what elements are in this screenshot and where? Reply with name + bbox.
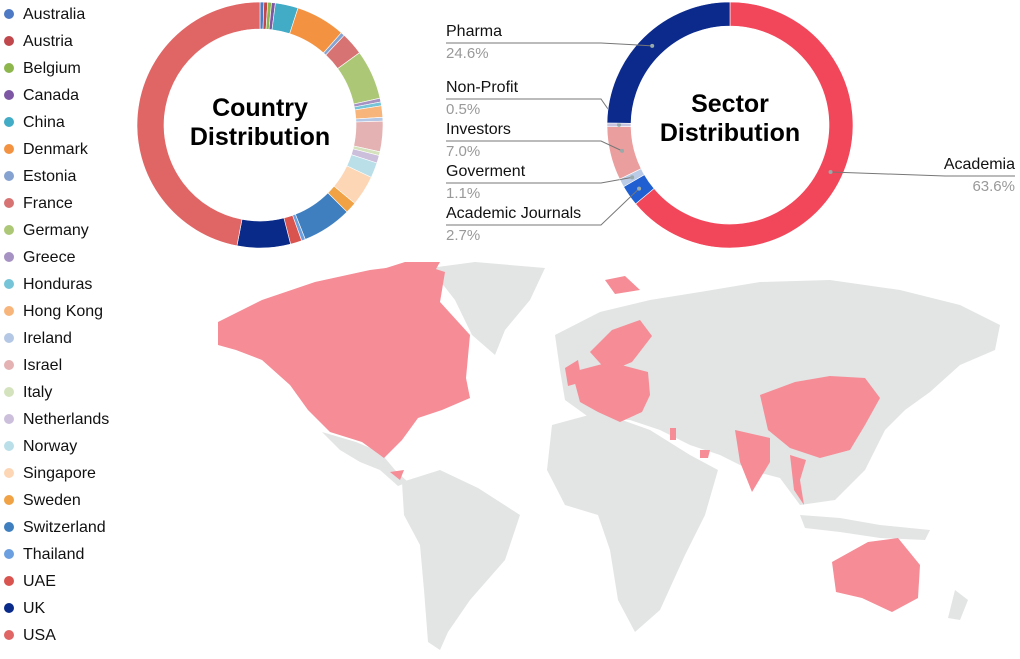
donut-slice bbox=[606, 1, 731, 124]
legend-swatch bbox=[4, 495, 14, 505]
legend-swatch bbox=[4, 252, 14, 262]
callout-dot bbox=[650, 43, 655, 48]
legend-swatch bbox=[4, 171, 14, 181]
donut-slice bbox=[635, 1, 854, 249]
legend-swatch bbox=[4, 603, 14, 613]
legend-label: Belgium bbox=[23, 60, 81, 77]
uk-ireland bbox=[565, 360, 582, 386]
legend-label: France bbox=[23, 195, 73, 212]
legend-label: Australia bbox=[23, 6, 85, 23]
legend-swatch bbox=[4, 441, 14, 451]
legend-swatch bbox=[4, 63, 14, 73]
data-label-name: Investors bbox=[446, 121, 511, 138]
legend-swatch bbox=[4, 36, 14, 46]
legend-swatch bbox=[4, 144, 14, 154]
data-label-value: 2.7% bbox=[446, 227, 480, 244]
data-label-value: 0.5% bbox=[446, 101, 480, 118]
legend-label: Israel bbox=[23, 357, 62, 374]
callout-dot bbox=[617, 122, 622, 127]
data-label-value: 63.6% bbox=[972, 178, 1015, 195]
callout-line bbox=[446, 188, 640, 226]
thailand bbox=[790, 455, 806, 505]
callout-dot bbox=[637, 186, 642, 191]
legend-swatch bbox=[4, 225, 14, 235]
callout-line bbox=[446, 42, 653, 47]
new-zealand bbox=[948, 590, 968, 620]
legend-label: Estonia bbox=[23, 168, 76, 185]
legend-swatch bbox=[4, 90, 14, 100]
legend-swatch bbox=[4, 117, 14, 127]
legend-label: Canada bbox=[23, 87, 79, 104]
arctic-islands bbox=[380, 262, 440, 280]
legend-label: UK bbox=[23, 600, 46, 617]
legend-swatch bbox=[4, 333, 14, 343]
legend-swatch bbox=[4, 9, 14, 19]
legend-swatch bbox=[4, 414, 14, 424]
canada-usa bbox=[218, 264, 470, 458]
callout-line bbox=[446, 140, 623, 152]
china bbox=[760, 376, 880, 458]
legend-swatch bbox=[4, 522, 14, 532]
mexico-central-america bbox=[322, 432, 408, 486]
india bbox=[735, 430, 770, 492]
legend-swatch bbox=[4, 630, 14, 640]
legend-label: China bbox=[23, 114, 65, 131]
legend-label: Denmark bbox=[23, 141, 89, 158]
legend-label: Norway bbox=[23, 438, 77, 455]
legend-label: Italy bbox=[23, 384, 52, 401]
callout-line bbox=[446, 176, 633, 184]
legend-swatch bbox=[4, 387, 14, 397]
legend-label: Singapore bbox=[23, 465, 96, 482]
donut-slice bbox=[606, 126, 642, 180]
legend-swatch bbox=[4, 306, 14, 316]
data-label-name: Pharma bbox=[446, 23, 502, 40]
svalbard bbox=[605, 276, 640, 294]
callout-dot bbox=[630, 175, 635, 180]
legend-label: Ireland bbox=[23, 330, 72, 347]
chart-title: Sector Distribution bbox=[659, 90, 801, 147]
indonesia bbox=[800, 515, 930, 540]
legend-label: Austria bbox=[23, 33, 73, 50]
donut-slice bbox=[136, 1, 261, 247]
legend-label: Netherlands bbox=[23, 411, 109, 428]
greenland bbox=[430, 262, 545, 355]
south-america bbox=[402, 470, 520, 650]
data-label-value: 7.0% bbox=[446, 143, 480, 160]
africa bbox=[547, 412, 718, 632]
legend-swatch bbox=[4, 549, 14, 559]
world-map bbox=[218, 262, 1000, 650]
israel-uae bbox=[670, 428, 710, 458]
legend-swatch bbox=[4, 279, 14, 289]
legend-label: Honduras bbox=[23, 276, 92, 293]
data-label-name: Non-Profit bbox=[446, 79, 519, 96]
data-label-value: 24.6% bbox=[446, 45, 489, 62]
legend-label: Hong Kong bbox=[23, 303, 103, 320]
data-label-name: Academia bbox=[944, 156, 1015, 173]
legend-label: Thailand bbox=[23, 546, 84, 563]
callout-dot bbox=[620, 148, 625, 153]
legend-label: UAE bbox=[23, 573, 56, 590]
data-label-name: Academic Journals bbox=[446, 205, 581, 222]
legend-label: Switzerland bbox=[23, 519, 106, 536]
data-label-value: 1.1% bbox=[446, 185, 480, 202]
callout-dot bbox=[828, 170, 833, 175]
australia bbox=[832, 538, 920, 612]
honduras bbox=[390, 470, 404, 480]
western-europe bbox=[572, 362, 650, 422]
legend-label: Germany bbox=[23, 222, 89, 239]
legend-swatch bbox=[4, 360, 14, 370]
scandinavia bbox=[590, 320, 652, 372]
data-label-name: Goverment bbox=[446, 163, 526, 180]
chart-title: Country Distribution bbox=[189, 94, 331, 151]
legend-label: Sweden bbox=[23, 492, 81, 509]
legend-swatch bbox=[4, 468, 14, 478]
donut-slice bbox=[236, 217, 291, 249]
legend-label: Greece bbox=[23, 249, 76, 266]
legend-swatch bbox=[4, 576, 14, 586]
legend-label: USA bbox=[23, 627, 56, 644]
callout-line bbox=[830, 171, 1015, 177]
legend-swatch bbox=[4, 198, 14, 208]
